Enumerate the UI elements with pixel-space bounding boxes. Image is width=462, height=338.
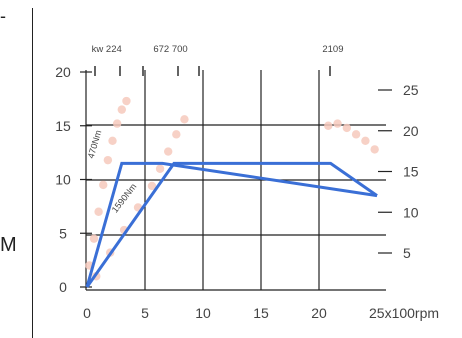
scatter-point: [99, 180, 108, 190]
scatter-point: [172, 130, 181, 139]
scatter-point: [370, 145, 379, 154]
torque-annotation: 470Nm: [86, 129, 104, 160]
y-left-tick-label: 10: [55, 172, 71, 188]
scatter-point: [155, 164, 165, 173]
scatter-point: [180, 115, 189, 124]
y-right-tick-label: 15: [403, 164, 419, 180]
top-axis-label: 672 700: [153, 44, 187, 55]
y-right-tick-label: 10: [403, 204, 419, 220]
y-right-tick-label: 20: [403, 123, 419, 139]
stray-dash-text: -: [0, 6, 6, 26]
scatter-point: [324, 121, 333, 130]
scatter-point: [147, 181, 157, 191]
scatter-point: [112, 119, 122, 128]
grid: [80, 66, 392, 291]
scatter-point: [89, 234, 99, 243]
stray-letter-text: M: [0, 234, 17, 256]
scatter-point: [351, 130, 361, 139]
scatter-point: [122, 96, 131, 106]
scatter-point: [94, 207, 103, 216]
scatter-point: [103, 155, 113, 165]
scatter-point: [333, 119, 342, 128]
x-tick-label: 0: [83, 305, 91, 321]
scatter-point: [164, 147, 173, 156]
top-axis-label: 2109: [322, 44, 343, 55]
top-axis-label: kw 224: [92, 44, 122, 55]
x-tick-label: 10: [195, 305, 211, 321]
x-tick-label: 15: [253, 305, 269, 321]
y-left-tick-label: 5: [59, 225, 67, 241]
x-tick-label: 20: [311, 305, 327, 321]
scatter-point: [342, 123, 352, 133]
y-left-tick-label: 20: [55, 64, 71, 80]
y-right-tick-label: 5: [403, 245, 411, 261]
series-lines: [85, 161, 378, 288]
page-edge-line: [32, 8, 33, 338]
tick-labels: 0 5 10 15 20 25x100rpm 0 5 10 15 20 5 10 15 20 25 kw 224…: [55, 44, 439, 321]
y-right-tick-label: 25: [403, 82, 419, 98]
y-left-tick-label: 0: [59, 279, 67, 295]
y-left-tick-label: 15: [55, 118, 71, 134]
scatter-point: [108, 136, 117, 145]
series-line: [85, 161, 378, 288]
scatter-point: [117, 105, 127, 114]
x-tick-label: 5: [141, 305, 149, 321]
x-tick-label: 25x100rpm: [369, 305, 439, 321]
series-line: [85, 161, 378, 288]
scatter-point: [361, 136, 370, 145]
